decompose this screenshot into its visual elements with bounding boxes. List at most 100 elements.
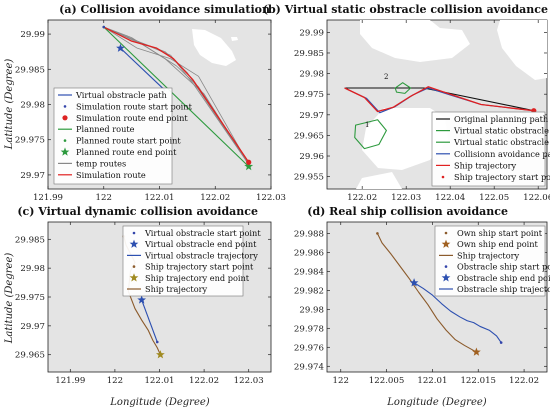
panel-c: (c) Virtual dynamic collision avoidance … bbox=[4, 205, 272, 408]
panel-b: (b) Virtual static obstracle collision a… bbox=[263, 3, 550, 203]
panel-b-legend-virtual-static-obstracle-2-label: Virtual static obstracle 2 bbox=[453, 137, 550, 147]
panel-a-simulation-route-line bbox=[103, 26, 250, 163]
panel-a-xtick-label: 122 bbox=[96, 193, 112, 203]
panel-d-ytick-label: 29.982 bbox=[294, 286, 324, 296]
panel-b-legend-box bbox=[431, 111, 546, 187]
panel-b-island-corner bbox=[356, 172, 402, 189]
panel-a-ytick-label: 29.975 bbox=[15, 136, 45, 146]
panel-c-virtual-obstracle-trajectory-line bbox=[141, 299, 158, 343]
panel-d-marks bbox=[376, 232, 503, 356]
panel-d-legend-obstracle-ship-start-point-label: Obstracle ship start point bbox=[457, 262, 550, 272]
panel-c-virtual-obstracle-end-point-marker bbox=[137, 295, 147, 304]
panel-a-simulation-route-start-point-marker bbox=[102, 25, 106, 29]
panel-c-xtick-label: 122.01 bbox=[144, 376, 174, 386]
panel-b-ytick-label: 29.96 bbox=[299, 152, 324, 162]
panel-d-obstracle-ship-end-point-marker bbox=[409, 278, 419, 287]
panel-b-virtual-static-obstracle-2-line bbox=[394, 82, 412, 94]
panel-c-virtual-obstracle-start-point-marker bbox=[155, 340, 159, 344]
panel-a-ytick-label: 29.98 bbox=[20, 101, 45, 111]
panel-b-original-planning-path-line bbox=[344, 87, 534, 112]
panel-b-ticks: 122.02 122.03 122.04 122.05 122.06 29.955 29.9… bbox=[294, 20, 550, 203]
panel-a-ytick-label: 29.97 bbox=[20, 171, 45, 181]
panel-d-title: (d) Real ship collision avoidance bbox=[307, 205, 508, 218]
panel-a-xtick-label: 122.02 bbox=[200, 193, 230, 203]
panel-c-ticks: 121.99 122 122.01 122.02 122.03 29.965 29.97 29… bbox=[15, 222, 271, 386]
panel-c-ship-trajectory-end-point-marker bbox=[156, 350, 165, 359]
panel-c-legend-virtual-obstracle-start-point-swatch bbox=[132, 231, 136, 235]
panel-d-xtick-label: 122 bbox=[333, 376, 349, 386]
panel-b-ytick-label: 29.965 bbox=[294, 131, 324, 141]
panel-a-ticks: 121.99 122 122.01 122.02 122.03 29.97 29.975 29… bbox=[15, 20, 286, 203]
panel-d-ytick-label: 29.988 bbox=[294, 229, 324, 239]
panel-a-legend-temp-routes-label: temp routes bbox=[76, 158, 126, 168]
panel-a-xtick-label: 122.01 bbox=[144, 193, 174, 203]
panel-d-legend-ship-trajectory-label: Ship trajectory bbox=[457, 250, 520, 260]
panel-b-xtick-label: 122.02 bbox=[347, 193, 377, 203]
panel-c-ytick-label: 29.98 bbox=[20, 264, 45, 274]
panel-d-legend-box bbox=[434, 225, 546, 297]
panel-b-ytick-label: 29.955 bbox=[294, 173, 324, 183]
panel-d-legend-own-ship-start-point-swatch bbox=[444, 231, 448, 235]
panel-c-xlabel: Longitude (Degree) bbox=[109, 397, 210, 408]
panel-c-xtick-label: 122 bbox=[107, 376, 123, 386]
panel-d-obstracle-ship-trajectory-line bbox=[413, 282, 502, 343]
panel-b-obstacle-2-label: 2 bbox=[384, 73, 388, 81]
panel-d-ytick-label: 29.984 bbox=[294, 267, 325, 277]
panel-d-xlabel: Longitude (Degree) bbox=[386, 397, 487, 408]
panel-b-ship-trajectory-line bbox=[344, 86, 534, 113]
panel-a-legend-simulation-route-end-point-label: Simulation route end point bbox=[76, 113, 188, 123]
panel-a-ytick-label: 29.985 bbox=[15, 65, 45, 75]
panel-d-ytick-label: 29.974 bbox=[294, 362, 325, 372]
panel-b-marks bbox=[344, 82, 537, 150]
panel-b-ytick-label: 29.99 bbox=[299, 28, 324, 38]
panel-a-legend-planned-route-end-point-swatch bbox=[60, 147, 70, 156]
panel-d-legend-own-ship-end-point-label: Own ship end point bbox=[457, 239, 539, 249]
panel-c-ytick-label: 29.965 bbox=[15, 351, 45, 361]
panel-d-xtick-label: 122.005 bbox=[369, 376, 405, 386]
panel-a-simulation-route-end-point-marker bbox=[246, 159, 252, 165]
panel-b-land bbox=[356, 20, 547, 189]
panel-b-xtick-label: 122.04 bbox=[435, 193, 466, 203]
panel-a-legend-planned-route-end-point-label: Planned route end point bbox=[76, 147, 177, 157]
panel-d-ship-trajectory-line bbox=[376, 233, 477, 353]
panel-a-planned-route-end-point-marker bbox=[244, 161, 254, 171]
panel-c-ytick-label: 29.975 bbox=[15, 293, 45, 303]
panel-c-ytick-label: 29.985 bbox=[15, 235, 45, 245]
panel-d-xtick-label: 122.01 bbox=[417, 376, 447, 386]
panel-a-planned-route-line bbox=[103, 26, 250, 167]
panel-a-legend-simulation-route-label: Simulation route bbox=[76, 170, 146, 180]
panel-c-legend-ship-trajectory-end-point-swatch bbox=[129, 273, 139, 282]
panel-c-xtick-label: 122.02 bbox=[189, 376, 219, 386]
panel-b-virtual-static-obstracle-1-line bbox=[354, 119, 387, 150]
panel-c-legend-ship-trajectory-label: Ship trajectory bbox=[145, 284, 208, 294]
panel-a-legend-planned-route-start-point-label: Planned route start point bbox=[76, 136, 181, 146]
panel-b-xtick-label: 122.03 bbox=[391, 193, 421, 203]
panel-a-legend-simulation-route-end-point-swatch bbox=[62, 115, 68, 121]
panel-d-legend-obstracle-ship-trajectory-label: Obstracle ship trajectory bbox=[457, 284, 550, 294]
panel-c-legend-virtual-obstracle-end-point-label: Virtual obstracle end point bbox=[144, 239, 257, 249]
panel-b-xtick-label: 122.05 bbox=[479, 193, 509, 203]
panel-a-legend-simulation-route-start-point-swatch bbox=[63, 105, 67, 108]
panel-d-ytick-label: 29.978 bbox=[294, 324, 324, 334]
panel-b-title: (b) Virtual static obstracle collision a… bbox=[263, 3, 548, 16]
panel-c-legend-virtual-obstracle-trajectory-label: Virtual obstracle trajectory bbox=[144, 250, 258, 260]
panel-d: (d) Real ship collision avoidance 122 122… bbox=[294, 205, 550, 408]
panel-b-legend-ship-trajectory-start-point-label: Ship trajectory start point bbox=[454, 172, 550, 182]
panel-a-xtick-label: 122.03 bbox=[256, 193, 286, 203]
panel-b-legend-virtual-static-obstracle-1-label: Virtual static obstracle 1 bbox=[453, 126, 550, 136]
panel-c-legend-ship-trajectory-start-point-label: Ship trajectory start point bbox=[145, 262, 254, 272]
panel-a-title: (a) Collision avoidance simulation bbox=[59, 3, 270, 16]
panel-d-own-ship-end-point-marker bbox=[472, 347, 481, 356]
panel-a-island bbox=[192, 29, 236, 66]
panel-c-legend-virtual-obstracle-end-point-swatch bbox=[129, 239, 139, 248]
panel-a: (a) Collision avoidance simulation 121.9… bbox=[4, 3, 286, 203]
panel-c-legend-ship-trajectory-start-point-swatch bbox=[132, 265, 136, 268]
panel-b-obstacle-1-label: 1 bbox=[365, 121, 369, 129]
panel-a-xtick-label: 121.99 bbox=[33, 193, 63, 203]
panel-c-legend-ship-trajectory-end-point-label: Ship trajectory end point bbox=[145, 273, 250, 283]
panel-d-ytick-label: 29.98 bbox=[299, 305, 324, 315]
